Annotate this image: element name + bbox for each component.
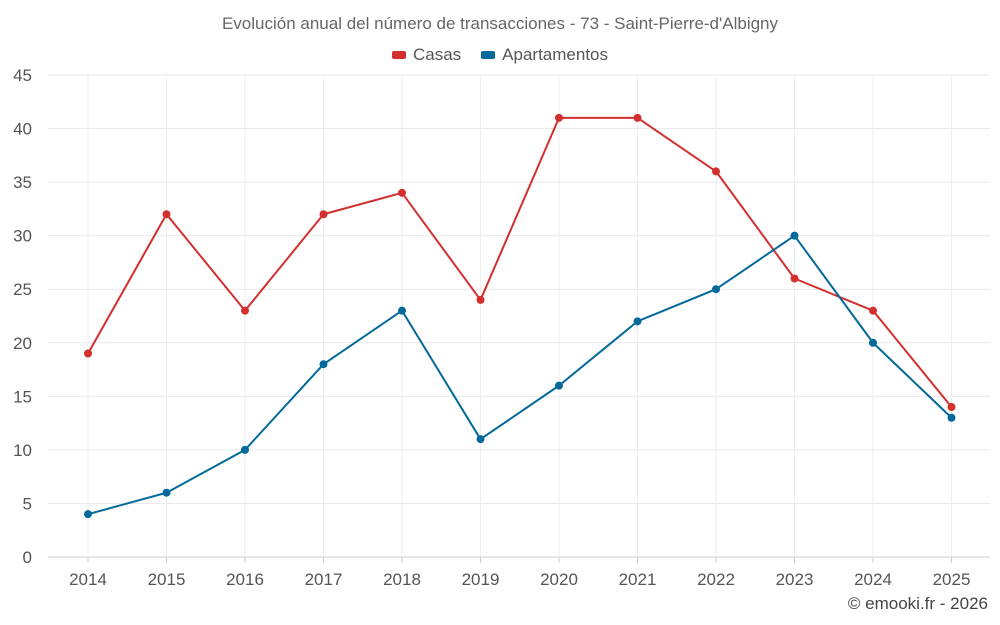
y-tick-label-5: 5 bbox=[23, 494, 32, 513]
x-tick-label-2025: 2025 bbox=[933, 570, 971, 589]
y-tick-label-10: 10 bbox=[13, 441, 32, 460]
x-tick-label-2017: 2017 bbox=[305, 570, 343, 589]
data-point-casas-2015 bbox=[162, 210, 171, 219]
grid-layer bbox=[48, 74, 990, 558]
data-point-apartamentos-2020 bbox=[555, 381, 563, 390]
legend-swatch-apartamentos bbox=[481, 51, 496, 59]
data-point-casas-2021 bbox=[633, 113, 642, 122]
series-line-casas bbox=[87, 116, 953, 408]
x-tick-label-2020: 2020 bbox=[540, 570, 578, 589]
x-tick-label-2015: 2015 bbox=[148, 570, 186, 589]
series-layer bbox=[84, 113, 956, 519]
data-point-casas-2016 bbox=[241, 306, 249, 315]
x-tick-label-2021: 2021 bbox=[619, 570, 657, 589]
legend-label-apartamentos: Apartamentos bbox=[502, 45, 609, 64]
data-point-casas-2017 bbox=[319, 210, 328, 219]
legend-swatch-casas bbox=[391, 51, 406, 59]
x-tick-label-2018: 2018 bbox=[383, 570, 421, 589]
credit-text: © emooki.fr - 2026 bbox=[847, 594, 988, 613]
data-point-apartamentos-2019 bbox=[476, 435, 485, 444]
series-line-apartamentos bbox=[87, 234, 953, 516]
data-point-casas-2024 bbox=[869, 306, 877, 315]
data-point-apartamentos-2023 bbox=[790, 231, 799, 240]
data-point-apartamentos-2017 bbox=[319, 360, 328, 369]
data-point-apartamentos-2022 bbox=[712, 285, 720, 294]
x-tick-label-2019: 2019 bbox=[462, 570, 500, 589]
data-point-apartamentos-2015 bbox=[162, 488, 171, 497]
y-tick-label-0: 0 bbox=[23, 548, 32, 567]
chart-title: Evolución anual del número de transaccio… bbox=[221, 14, 779, 33]
data-point-casas-2025 bbox=[947, 403, 956, 412]
data-point-casas-2014 bbox=[84, 349, 92, 358]
legend-item-apartamentos[interactable]: Apartamentos bbox=[481, 45, 608, 65]
legend-item-casas[interactable]: Casas bbox=[391, 45, 462, 65]
legend-label-casas: Casas bbox=[412, 45, 462, 64]
data-point-apartamentos-2024 bbox=[869, 338, 877, 347]
data-point-casas-2020 bbox=[555, 113, 563, 122]
data-point-apartamentos-2025 bbox=[947, 413, 956, 422]
y-tick-label-35: 35 bbox=[13, 173, 32, 192]
data-point-apartamentos-2018 bbox=[398, 306, 406, 315]
x-tick-label-2014: 2014 bbox=[69, 570, 107, 589]
y-tick-label-25: 25 bbox=[13, 280, 32, 299]
x-tick-label-2024: 2024 bbox=[854, 570, 892, 589]
y-tick-label-30: 30 bbox=[13, 227, 32, 246]
legend: Casas Apartamentos bbox=[0, 45, 1000, 65]
x-tick-label-2016: 2016 bbox=[226, 570, 264, 589]
data-point-casas-2022 bbox=[712, 167, 720, 176]
data-point-apartamentos-2021 bbox=[633, 317, 642, 326]
data-point-casas-2023 bbox=[790, 274, 799, 283]
x-tick-label-2022: 2022 bbox=[697, 570, 735, 589]
y-tick-label-40: 40 bbox=[13, 120, 32, 139]
x-tick-label-2023: 2023 bbox=[776, 570, 814, 589]
data-point-apartamentos-2016 bbox=[241, 445, 249, 454]
data-point-casas-2018 bbox=[398, 188, 406, 197]
data-point-apartamentos-2014 bbox=[84, 510, 92, 519]
y-tick-label-15: 15 bbox=[13, 387, 32, 406]
y-tick-label-20: 20 bbox=[13, 334, 32, 353]
data-point-casas-2019 bbox=[476, 295, 485, 304]
y-tick-label-45: 45 bbox=[13, 66, 32, 85]
